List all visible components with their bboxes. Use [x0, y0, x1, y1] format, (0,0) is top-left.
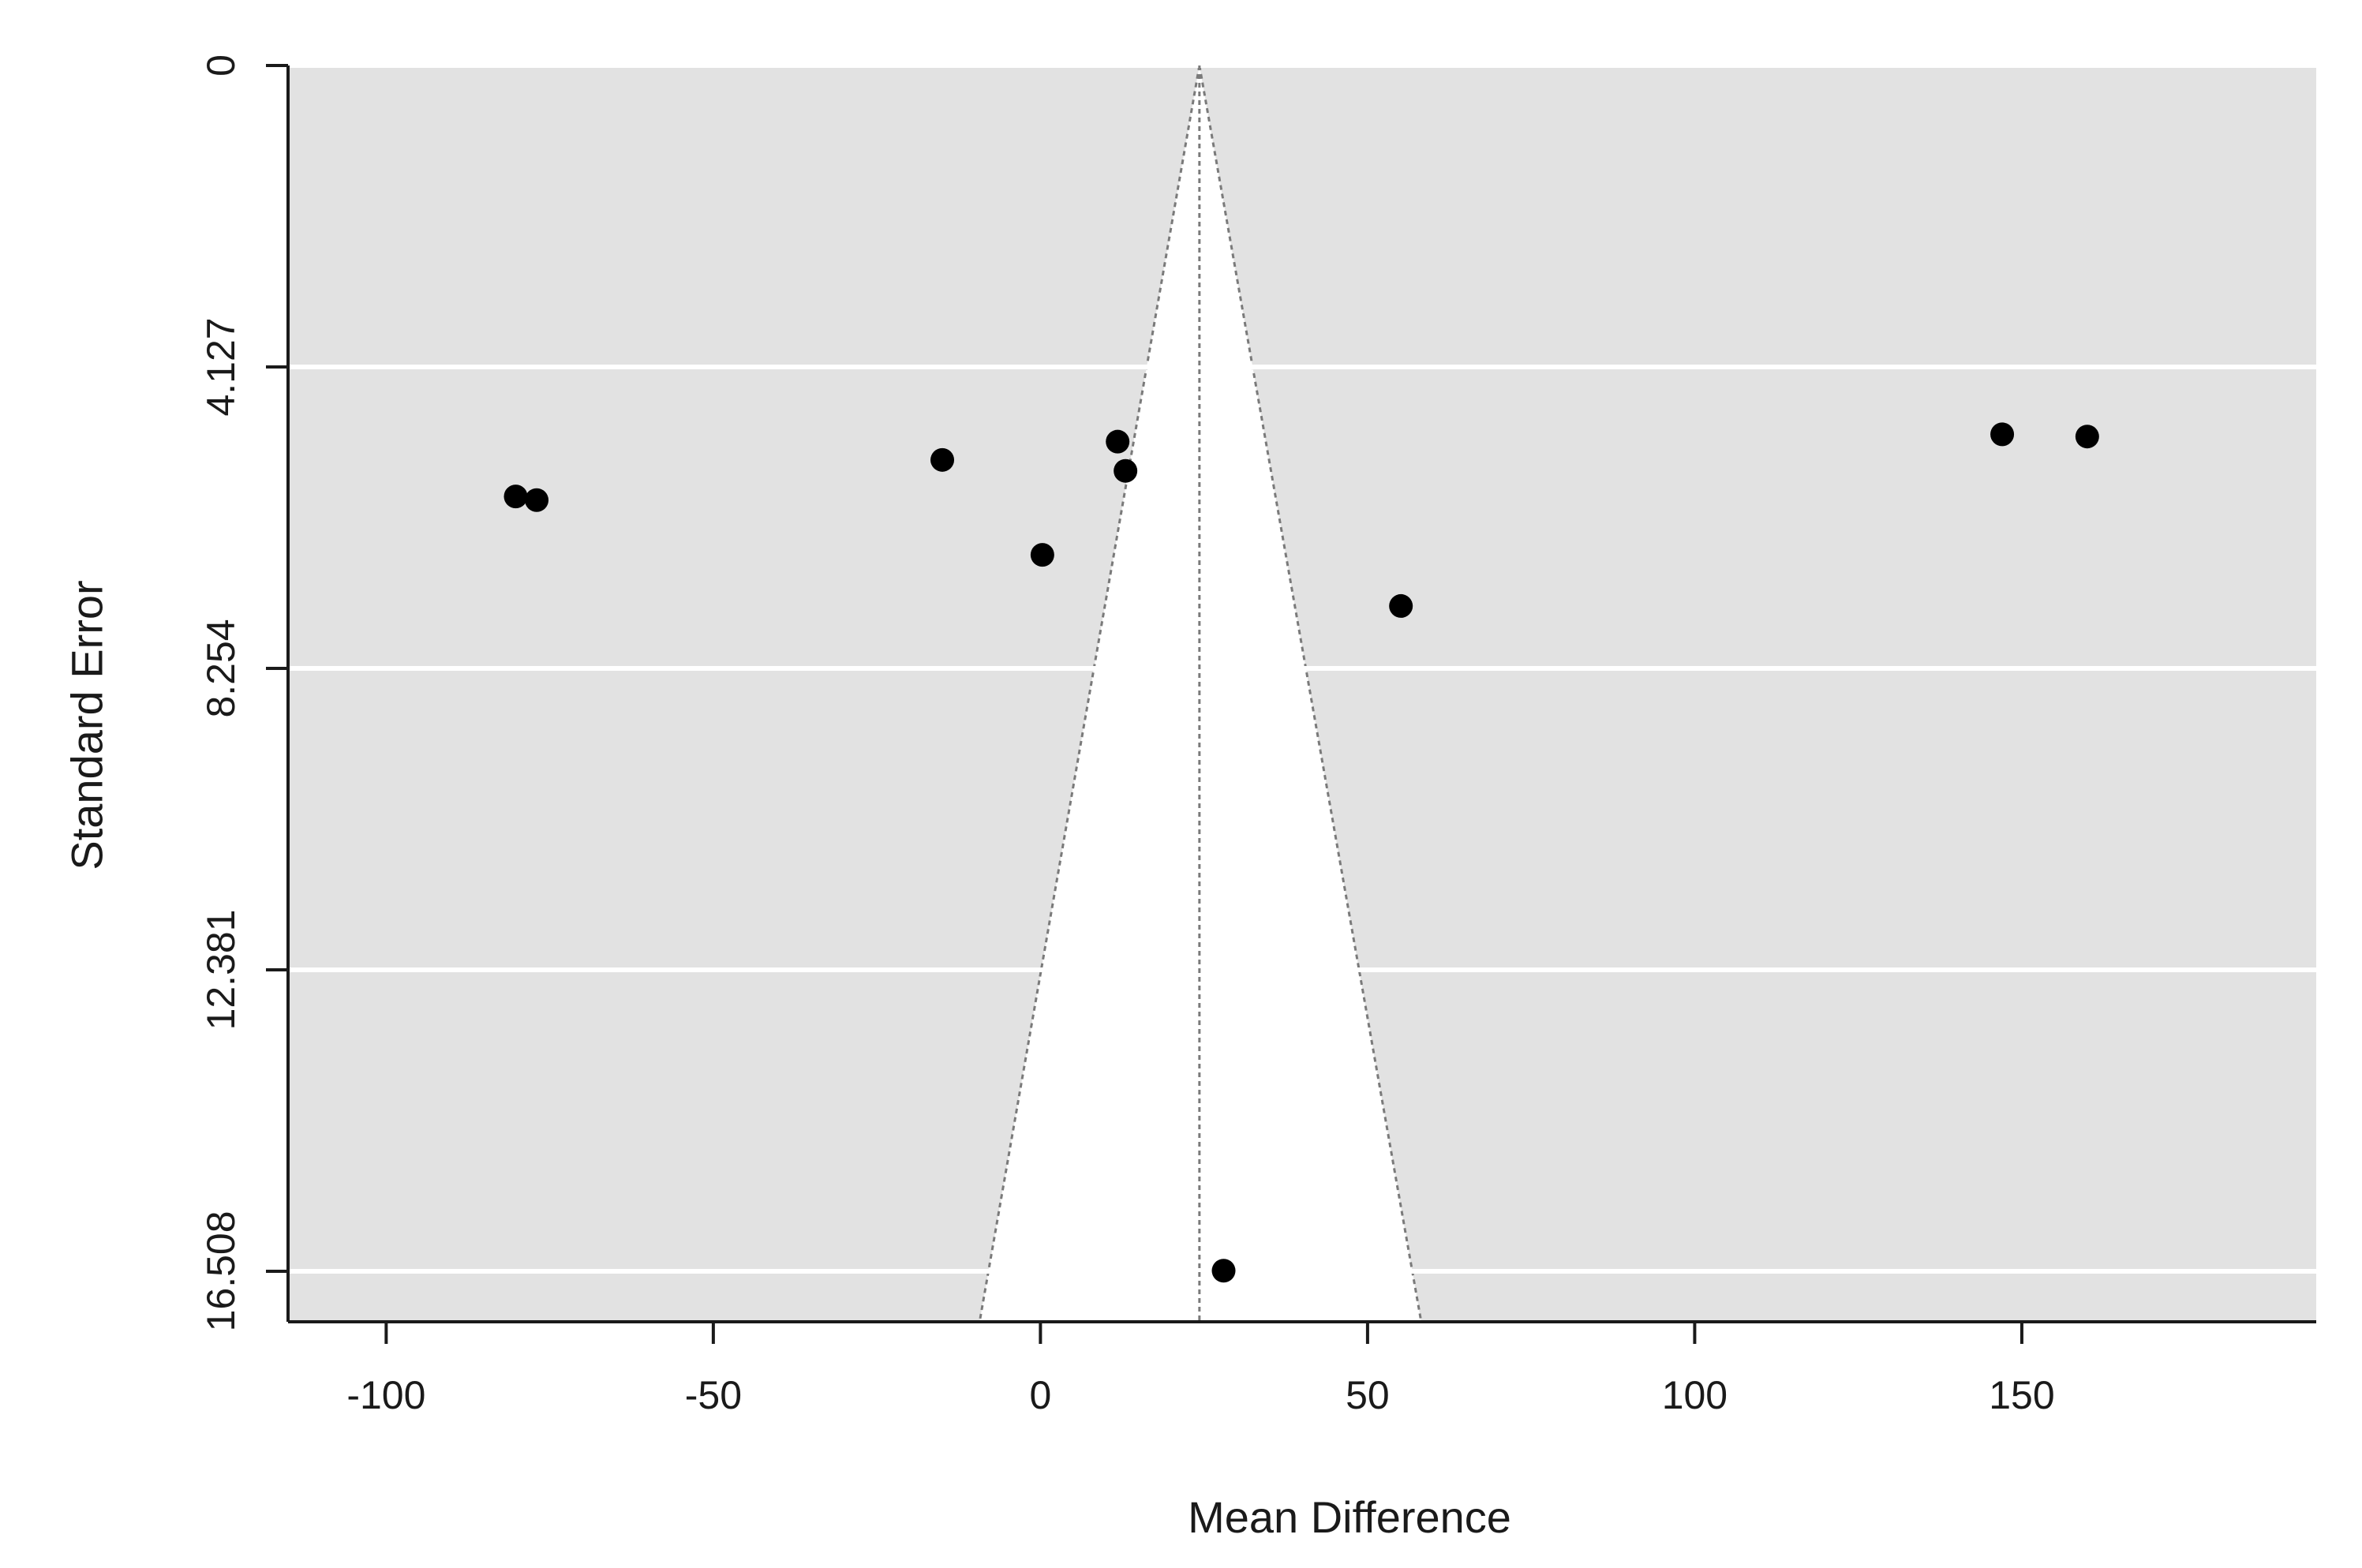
y-tick-label: 16.508: [199, 1211, 243, 1331]
x-tick-label: -50: [685, 1373, 742, 1417]
data-point: [525, 488, 549, 512]
y-tick-label: 8.254: [199, 619, 243, 717]
data-point: [1389, 593, 1413, 618]
data-point: [1030, 543, 1054, 567]
data-point: [1114, 458, 1138, 483]
y-tick-label: 0: [199, 54, 243, 77]
x-tick-label: 0: [1029, 1373, 1051, 1417]
data-points: [503, 422, 2099, 1283]
data-point: [1211, 1259, 1236, 1283]
funnel-right-edge: [1198, 65, 1423, 1323]
data-point: [1106, 429, 1130, 454]
x-tick-label: 50: [1346, 1373, 1390, 1417]
x-tick-label: 150: [1989, 1373, 2054, 1417]
x-axis-ticks: -100 -50 0 50 100 150: [346, 1322, 2055, 1417]
funnel-left-edge: [978, 65, 1201, 1323]
gridlines: [288, 63, 2316, 1274]
data-point: [503, 485, 528, 509]
y-axis-title: Standard Error: [62, 580, 112, 870]
data-point: [2075, 425, 2099, 449]
y-tick-label: 4.127: [199, 317, 243, 416]
x-tick-label: -100: [346, 1373, 425, 1417]
data-point: [1990, 422, 2015, 447]
y-axis-ticks: 0 4.127 8.254 12.381 16.508: [199, 54, 288, 1331]
data-point: [930, 447, 955, 472]
x-axis-title: Mean Difference: [1188, 1492, 1511, 1542]
y-tick-label: 12.381: [199, 909, 243, 1030]
x-tick-label: 100: [1662, 1373, 1728, 1417]
